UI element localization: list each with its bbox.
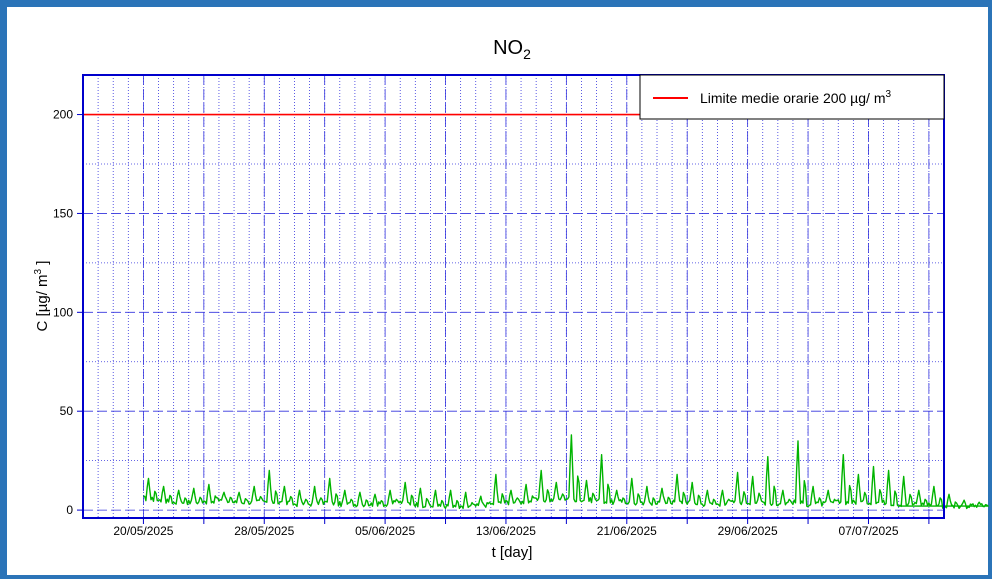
legend-box xyxy=(639,74,945,120)
no2-series-line xyxy=(143,434,989,510)
y-tick-label: 150 xyxy=(53,206,73,220)
x-tick-label: 13/06/2025 xyxy=(476,524,536,538)
x-tick-label: 05/06/2025 xyxy=(355,524,415,538)
x-tick-label: 28/05/2025 xyxy=(234,524,294,538)
y-tick-label: 0 xyxy=(66,503,73,517)
x-axis: 20/05/2025 28/05/2025 05/06/2025 13/06/2025… xyxy=(113,518,930,538)
plot-area xyxy=(82,74,945,519)
x-tick-label: 07/07/2025 xyxy=(838,524,898,538)
x-tick-label: 20/05/2025 xyxy=(113,524,173,538)
series-layer xyxy=(83,113,989,510)
chart-title: NO2 xyxy=(493,37,531,62)
y-axis: 0 50 100 150 200 xyxy=(53,108,83,517)
x-tick-label: 21/06/2025 xyxy=(597,524,657,538)
x-tick-label: 29/06/2025 xyxy=(718,524,778,538)
grid xyxy=(83,75,944,518)
y-tick-label: 100 xyxy=(53,305,73,319)
y-tick-label: 200 xyxy=(53,108,73,122)
legend-label: Limite medie orarie 200 µg/ m3 xyxy=(700,89,891,106)
y-tick-label: 50 xyxy=(60,404,74,418)
y-axis-label: C [µg/ m3 ] xyxy=(33,261,51,332)
x-axis-label: t [day] xyxy=(492,544,533,561)
legend: Limite medie orarie 200 µg/ m3 xyxy=(639,74,945,120)
